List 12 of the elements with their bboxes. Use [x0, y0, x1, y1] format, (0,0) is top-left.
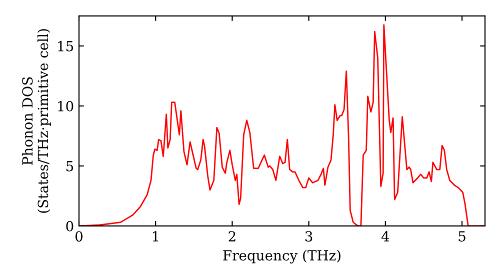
x-tick-label: 2 — [228, 231, 236, 242]
y-axis-title: Phonon DOS (States/THz·primitive cell) — [22, 29, 51, 213]
x-axis-title: Frequency (THz) — [223, 250, 340, 264]
x-tick-label: 1 — [152, 231, 158, 242]
x-tick-label: 3 — [305, 231, 312, 242]
x-tick-label: 4 — [381, 231, 390, 242]
y-tick-label: 0 — [66, 220, 74, 232]
y-tick-label: 15 — [58, 40, 74, 52]
y-tick-label: 5 — [66, 161, 74, 172]
x-tick-label: 0 — [75, 231, 82, 242]
x-tick-label: 5 — [458, 231, 466, 242]
y-tick-label: 10 — [58, 100, 74, 112]
